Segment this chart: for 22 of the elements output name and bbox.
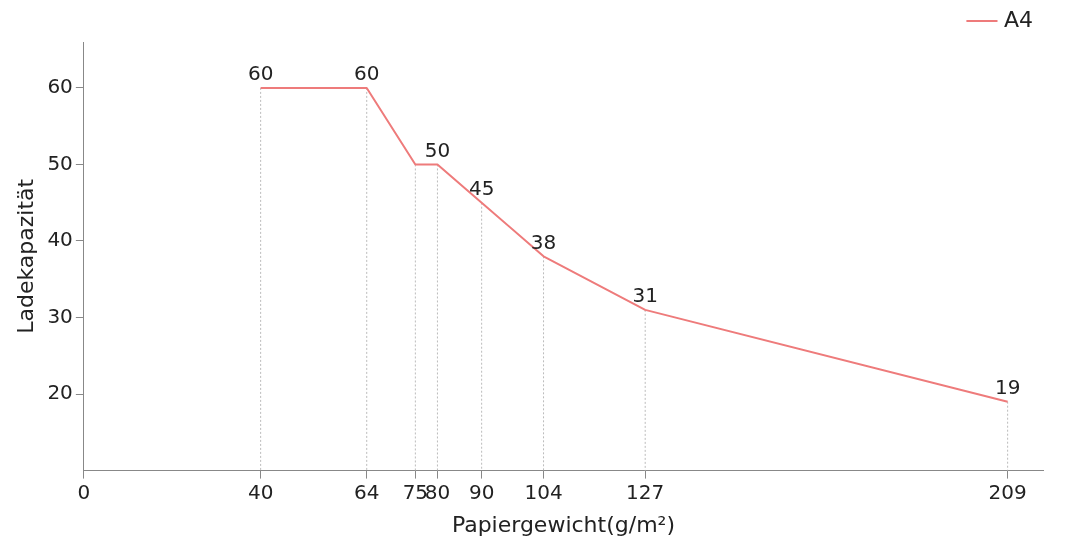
x-tick-label: 40: [247, 479, 274, 504]
data-label: 38: [530, 229, 557, 254]
x-axis-title: Papiergewicht(g/m²): [451, 511, 675, 537]
x-tick-label: 127: [626, 479, 665, 504]
data-label: 60: [247, 61, 274, 86]
x-tick-label: 0: [77, 479, 91, 504]
data-label: 60: [354, 61, 380, 86]
y-tick-label: 50: [47, 150, 73, 175]
x-tick-label: 90: [468, 479, 495, 504]
y-tick-label: 30: [47, 303, 73, 328]
x-tick-label: 104: [524, 479, 563, 504]
data-label: 45: [468, 175, 495, 200]
x-tick-label: 209: [988, 479, 1027, 504]
y-tick-label: 20: [47, 380, 73, 405]
y-axis-title: Ladekapazität: [12, 178, 38, 334]
data-label: 19: [994, 374, 1021, 399]
x-tick-label: 64: [354, 479, 380, 504]
data-label: 31: [632, 283, 658, 308]
y-tick-label: 40: [47, 227, 73, 252]
data-label: 50: [424, 137, 451, 162]
y-tick-label: 60: [47, 74, 73, 99]
legend-label: A4: [1003, 6, 1033, 32]
